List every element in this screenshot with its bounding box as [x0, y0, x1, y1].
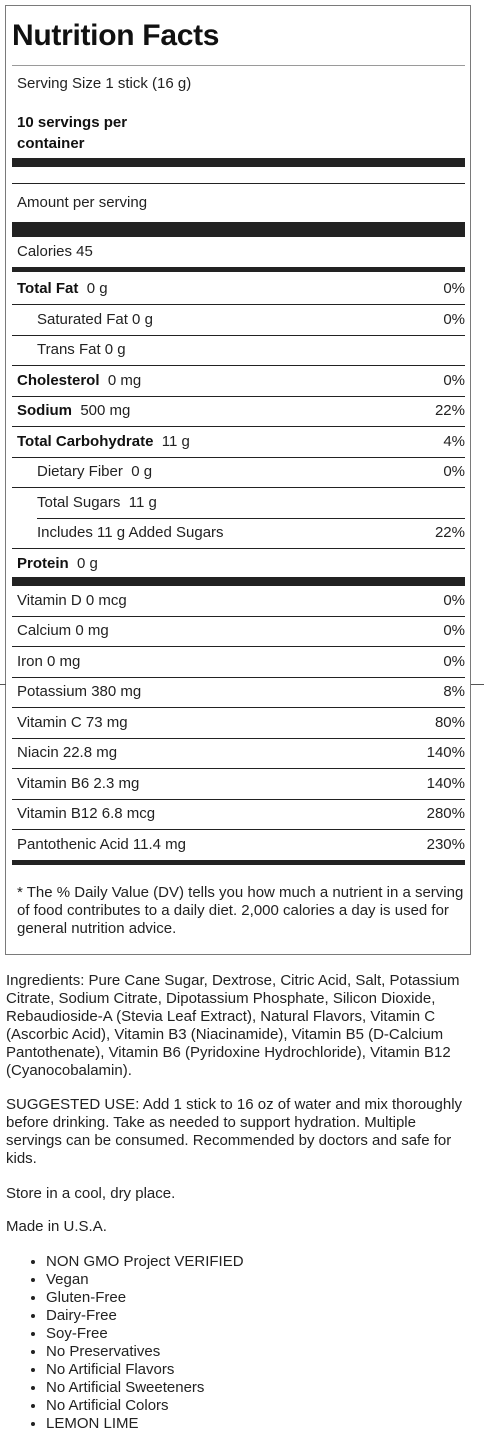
daily-value: 80%	[434, 714, 465, 731]
vitamin-row-vitamin-d: Vitamin D 0 mcg	[17, 592, 127, 609]
list-item: Dairy-Free	[46, 1307, 244, 1325]
nutrient-amount: 11 g	[161, 433, 190, 450]
row-divider	[12, 487, 465, 488]
nutrient-amount: 0 g	[77, 555, 98, 572]
nutrition-facts-title: Nutrition Facts	[12, 19, 220, 52]
row-divider	[12, 304, 465, 305]
row-divider	[12, 829, 465, 830]
daily-value: 0%	[443, 311, 465, 328]
medium-divider	[12, 860, 465, 865]
nutrient-row-saturated-fat: Saturated Fat 0 g	[37, 311, 153, 328]
nutrient-row-total-carbohydrate: Total Carbohydrate 11 g	[17, 433, 190, 451]
vitamin-row-iron: Iron 0 mg	[17, 653, 81, 670]
nutrient-row-total-fat: Total Fat 0 g	[17, 280, 108, 298]
list-item: No Preservatives	[46, 1343, 244, 1361]
medium-divider	[12, 267, 465, 272]
row-divider	[12, 365, 465, 366]
daily-value: 0%	[443, 592, 465, 609]
vitamin-row-vitamin-b6: Vitamin B6 2.3 mg	[17, 775, 140, 792]
daily-value: 0%	[443, 463, 465, 480]
nutrition-facts-panel	[5, 5, 471, 955]
row-divider	[12, 616, 465, 617]
title-divider	[12, 65, 465, 66]
row-divider	[12, 799, 465, 800]
row-divider	[37, 518, 465, 519]
vitamin-row-pantothenic-acid: Pantothenic Acid 11.4 mg	[17, 836, 186, 853]
thick-divider	[12, 577, 465, 586]
nutrient-row-sodium: Sodium 500 mg	[17, 402, 130, 420]
nutrient-name: Protein	[17, 555, 69, 572]
vitamin-row-vitamin-b12: Vitamin B12 6.8 mcg	[17, 805, 156, 822]
nutrient-amount: 500 mg	[80, 402, 131, 419]
daily-value: 0%	[443, 372, 465, 389]
storage-text: Store in a cool, dry place.	[6, 1185, 176, 1202]
suggested-use-text: SUGGESTED USE: Add 1 stick to 16 oz of w…	[6, 1096, 463, 1167]
daily-value: 0%	[443, 622, 465, 639]
list-item: LEMON LIME	[46, 1415, 244, 1433]
amount-per-serving: Amount per serving	[17, 194, 148, 211]
row-divider	[12, 396, 465, 397]
list-item: No Artificial Sweeteners	[46, 1379, 244, 1397]
nutrient-row-protein: Protein 0 g	[17, 555, 98, 573]
list-item: Vegan	[46, 1271, 244, 1289]
daily-value: 22%	[434, 524, 465, 541]
row-divider	[12, 457, 465, 458]
row-divider	[12, 738, 465, 739]
list-item: Gluten-Free	[46, 1289, 244, 1307]
nutrient-amount: 0 g	[86, 280, 108, 297]
row-divider	[12, 335, 465, 336]
daily-value: 230%	[426, 836, 465, 853]
nutrient-row-trans-fat: Trans Fat 0 g	[37, 341, 126, 358]
stray-divider	[471, 684, 484, 685]
stray-divider	[0, 684, 6, 685]
nutrient-row-total-sugars: Total Sugars 11 g	[37, 494, 157, 511]
row-divider	[12, 768, 465, 769]
row-divider	[12, 548, 465, 549]
nutrient-amount: 0 mg	[107, 372, 142, 389]
daily-value: 4%	[443, 433, 465, 450]
thick-divider	[12, 222, 465, 237]
servings-per-container-line2: container	[17, 135, 85, 152]
nutrient-name: Sodium	[17, 402, 72, 419]
daily-value: 8%	[443, 683, 465, 700]
vitamin-row-niacin: Niacin 22.8 mg	[17, 744, 118, 761]
vitamin-row-calcium: Calcium 0 mg	[17, 622, 109, 639]
thick-divider	[12, 158, 465, 167]
vitamin-row-potassium: Potassium 380 mg	[17, 683, 142, 700]
nutrient-name: Total Fat	[17, 280, 79, 297]
serving-size: Serving Size 1 stick (16 g)	[17, 75, 192, 92]
list-item: Soy-Free	[46, 1325, 244, 1343]
list-item: No Artificial Colors	[46, 1397, 244, 1415]
daily-value: 0%	[443, 280, 465, 297]
origin-text: Made in U.S.A.	[6, 1218, 107, 1235]
list-item: NON GMO Project VERIFIED	[46, 1253, 244, 1271]
servings-per-container-line1: 10 servings per	[17, 114, 128, 131]
list-item: No Artificial Flavors	[46, 1361, 244, 1379]
row-divider	[12, 677, 465, 678]
daily-value: 0%	[443, 653, 465, 670]
row-divider	[12, 646, 465, 647]
product-claims-list: NON GMO Project VERIFIED Vegan Gluten-Fr…	[6, 1253, 244, 1433]
daily-value: 22%	[434, 402, 465, 419]
vitamin-row-vitamin-c: Vitamin C 73 mg	[17, 714, 128, 731]
nutrient-name: Cholesterol	[17, 372, 100, 389]
daily-value: 140%	[426, 775, 465, 792]
ingredients-text: Ingredients: Pure Cane Sugar, Dextrose, …	[6, 972, 460, 1079]
calories: Calories 45	[17, 243, 93, 260]
nutrient-row-cholesterol: Cholesterol 0 mg	[17, 372, 141, 390]
row-divider	[12, 426, 465, 427]
nutrient-name: Total Carbohydrate	[17, 433, 154, 450]
row-divider	[12, 707, 465, 708]
nutrient-row-added-sugars: Includes 11 g Added Sugars	[37, 524, 224, 541]
nutrient-row-dietary-fiber: Dietary Fiber 0 g	[37, 463, 153, 480]
daily-value: 140%	[426, 744, 465, 761]
daily-value-footnote: * The % Daily Value (DV) tells you how m…	[17, 884, 464, 937]
thin-divider	[12, 183, 465, 184]
daily-value: 280%	[426, 805, 465, 822]
